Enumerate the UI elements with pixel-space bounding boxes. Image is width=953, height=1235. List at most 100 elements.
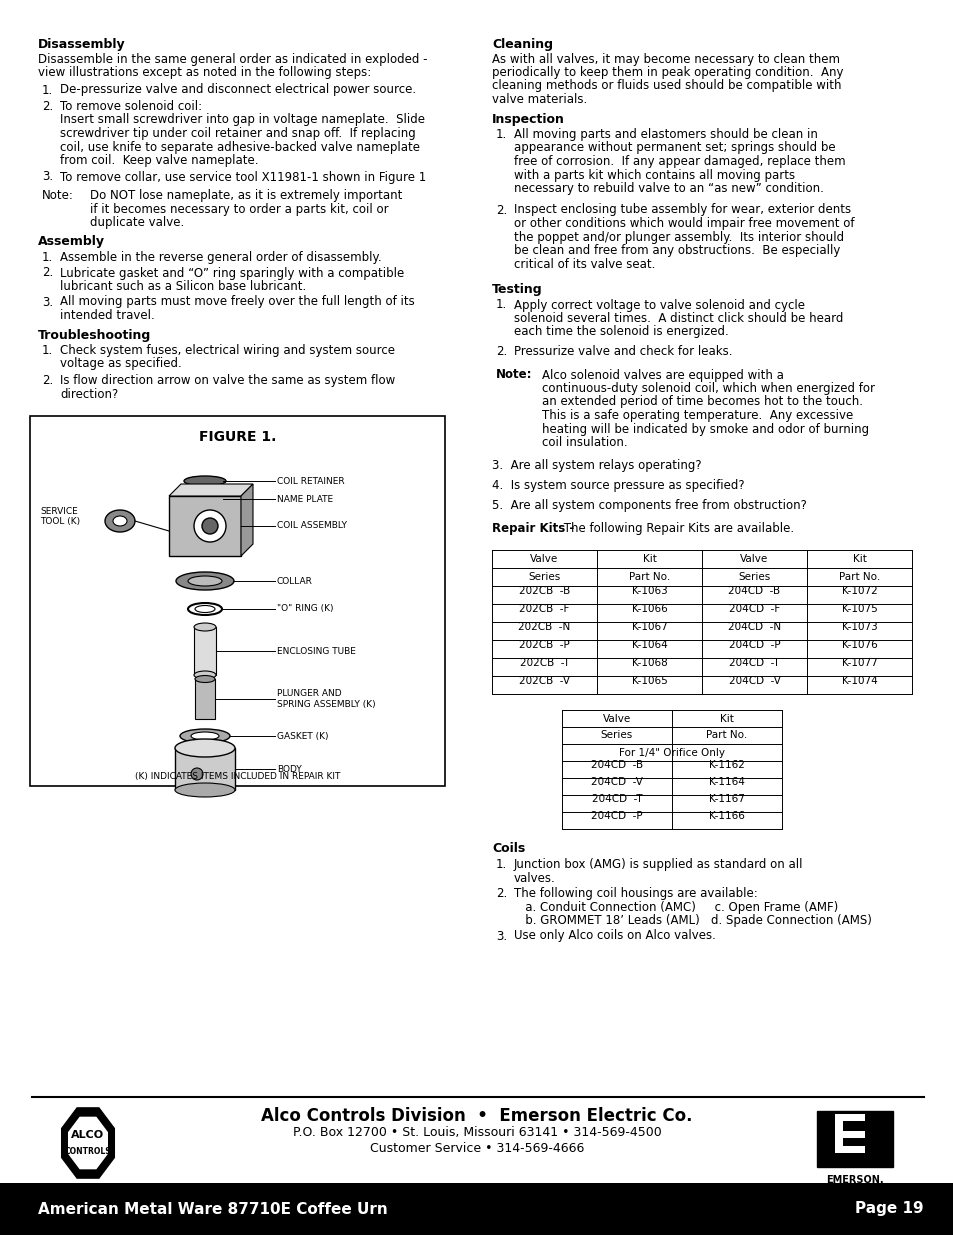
- Text: K-1075: K-1075: [841, 604, 877, 614]
- Bar: [834, 1146, 864, 1153]
- Text: from coil.  Keep valve nameplate.: from coil. Keep valve nameplate.: [60, 154, 258, 167]
- Text: Series: Series: [738, 572, 770, 582]
- Text: Disassembly: Disassembly: [38, 38, 126, 51]
- Text: Page 19: Page 19: [855, 1202, 923, 1216]
- Text: Part No.: Part No.: [628, 572, 669, 582]
- Text: Part No.: Part No.: [838, 572, 880, 582]
- Text: K-1066: K-1066: [631, 604, 667, 614]
- Text: NAME PLATE: NAME PLATE: [276, 494, 333, 504]
- Text: a. Conduit Connection (AMC)     c. Open Frame (AMF): a. Conduit Connection (AMC) c. Open Fram…: [514, 900, 838, 914]
- Text: coil, use knife to separate adhesive-backed valve nameplate: coil, use knife to separate adhesive-bac…: [60, 141, 419, 153]
- Text: Lubricate gasket and “O” ring sparingly with a compatible: Lubricate gasket and “O” ring sparingly …: [60, 267, 404, 279]
- Text: free of corrosion.  If any appear damaged, replace them: free of corrosion. If any appear damaged…: [514, 156, 844, 168]
- Text: 1.: 1.: [42, 345, 53, 357]
- Text: Disassemble in the same general order as indicated in exploded -: Disassemble in the same general order as…: [38, 53, 427, 65]
- Text: Assemble in the reverse general order of disassembly.: Assemble in the reverse general order of…: [60, 251, 381, 264]
- Text: CONTROLS: CONTROLS: [65, 1146, 112, 1156]
- Text: an extended period of time becomes hot to the touch.: an extended period of time becomes hot t…: [541, 395, 862, 409]
- Text: 204CD  -P: 204CD -P: [591, 811, 642, 821]
- Text: or other conditions which would impair free movement of: or other conditions which would impair f…: [514, 217, 854, 230]
- Text: Cleaning: Cleaning: [492, 38, 553, 51]
- Text: heating will be indicated by smoke and odor of burning: heating will be indicated by smoke and o…: [541, 422, 868, 436]
- Ellipse shape: [188, 603, 222, 615]
- Text: COIL ASSEMBLY: COIL ASSEMBLY: [276, 521, 347, 531]
- Text: 1.: 1.: [496, 128, 507, 141]
- Text: necessary to rebuild valve to an “as new” condition.: necessary to rebuild valve to an “as new…: [514, 182, 823, 195]
- Text: GASKET (K): GASKET (K): [276, 731, 328, 741]
- Text: K-1067: K-1067: [631, 621, 667, 631]
- Text: duplicate valve.: duplicate valve.: [90, 216, 184, 228]
- Bar: [834, 1116, 842, 1153]
- Text: Junction box (AMG) is supplied as standard on all: Junction box (AMG) is supplied as standa…: [514, 858, 802, 871]
- Text: valves.: valves.: [514, 872, 556, 884]
- Text: Repair Kits -: Repair Kits -: [492, 522, 574, 535]
- Text: 3.: 3.: [42, 170, 53, 184]
- Text: PLUNGER AND
SPRING ASSEMBLY (K): PLUNGER AND SPRING ASSEMBLY (K): [276, 689, 375, 709]
- Text: Alco Controls Division  •  Emerson Electric Co.: Alco Controls Division • Emerson Electri…: [261, 1107, 692, 1125]
- Text: P.O. Box 12700 • St. Louis, Missouri 63141 • 314-569-4500: P.O. Box 12700 • St. Louis, Missouri 631…: [293, 1126, 660, 1139]
- Ellipse shape: [193, 671, 215, 679]
- Text: "O" RING (K): "O" RING (K): [276, 604, 334, 614]
- Text: 1.: 1.: [42, 251, 53, 264]
- Text: 204CD  -T: 204CD -T: [591, 794, 641, 804]
- Ellipse shape: [194, 676, 214, 683]
- Ellipse shape: [184, 475, 226, 487]
- Text: critical of its valve seat.: critical of its valve seat.: [514, 258, 655, 270]
- Text: 2.: 2.: [42, 267, 53, 279]
- Text: 1.: 1.: [496, 858, 507, 871]
- Text: 202CB  -T: 202CB -T: [519, 657, 569, 667]
- Bar: [185, 495, 225, 503]
- Circle shape: [193, 510, 226, 542]
- Text: The following coil housings are available:: The following coil housings are availabl…: [514, 887, 757, 900]
- Text: Series: Series: [600, 730, 633, 741]
- Text: 204CD  -N: 204CD -N: [727, 621, 781, 631]
- Bar: [0, 1183, 953, 1235]
- Bar: [834, 1114, 864, 1121]
- Text: 2.: 2.: [496, 204, 507, 216]
- Bar: [30, 416, 444, 785]
- Circle shape: [191, 768, 203, 781]
- Text: Kit: Kit: [642, 553, 656, 563]
- Text: 202CB  -P: 202CB -P: [518, 640, 569, 650]
- Text: Is flow direction arrow on valve the same as system flow: Is flow direction arrow on valve the sam…: [60, 374, 395, 387]
- Bar: [194, 679, 214, 719]
- Text: solenoid several times.  A distinct click should be heard: solenoid several times. A distinct click…: [514, 312, 842, 325]
- Text: (K) INDICATES ITEMS INCLUDED IN REPAIR KIT: (K) INDICATES ITEMS INCLUDED IN REPAIR K…: [134, 773, 340, 782]
- Ellipse shape: [193, 622, 215, 631]
- Text: each time the solenoid is energized.: each time the solenoid is energized.: [514, 326, 728, 338]
- Text: ALCO: ALCO: [71, 1130, 105, 1140]
- Text: Valve: Valve: [602, 714, 631, 724]
- Polygon shape: [62, 1108, 114, 1178]
- Text: K-1166: K-1166: [708, 811, 744, 821]
- Text: American Metal Ware 87710E Coffee Urn: American Metal Ware 87710E Coffee Urn: [38, 1202, 387, 1216]
- Text: 202CB  -V: 202CB -V: [518, 676, 569, 685]
- Text: 2.: 2.: [42, 100, 53, 112]
- Text: Use only Alco coils on Alco valves.: Use only Alco coils on Alco valves.: [514, 930, 715, 942]
- Text: Insert small screwdriver into gap in voltage nameplate.  Slide: Insert small screwdriver into gap in vol…: [60, 114, 424, 126]
- Text: BODY: BODY: [276, 764, 301, 773]
- Bar: [816, 1112, 892, 1167]
- Text: continuous-duty solenoid coil, which when energized for: continuous-duty solenoid coil, which whe…: [541, 382, 874, 395]
- Text: Testing: Testing: [492, 283, 542, 296]
- Text: The following Repair Kits are available.: The following Repair Kits are available.: [559, 522, 793, 535]
- Text: COIL RETAINER: COIL RETAINER: [276, 477, 344, 485]
- Text: For 1/4" Orifice Only: For 1/4" Orifice Only: [618, 747, 724, 757]
- Text: EMERSON.: EMERSON.: [825, 1174, 882, 1186]
- Text: 204CD  -P: 204CD -P: [728, 640, 780, 650]
- Ellipse shape: [175, 572, 233, 590]
- Text: the poppet and/or plunger assembly.  Its interior should: the poppet and/or plunger assembly. Its …: [514, 231, 843, 243]
- Text: FIGURE 1.: FIGURE 1.: [198, 430, 276, 445]
- Text: As with all valves, it may become necessary to clean them: As with all valves, it may become necess…: [492, 53, 840, 65]
- Text: 202CB  -F: 202CB -F: [518, 604, 569, 614]
- Text: K-1074: K-1074: [841, 676, 877, 685]
- Text: Pressurize valve and check for leaks.: Pressurize valve and check for leaks.: [514, 345, 732, 358]
- Text: screwdriver tip under coil retainer and snap off.  If replacing: screwdriver tip under coil retainer and …: [60, 127, 416, 140]
- Ellipse shape: [194, 605, 214, 613]
- Text: 204CD  -T: 204CD -T: [728, 657, 779, 667]
- Text: Kit: Kit: [852, 553, 865, 563]
- Text: Part No.: Part No.: [705, 730, 747, 741]
- Polygon shape: [69, 1118, 107, 1168]
- Text: Note:: Note:: [42, 189, 73, 203]
- Text: with a parts kit which contains all moving parts: with a parts kit which contains all movi…: [514, 168, 794, 182]
- Text: 3.: 3.: [42, 295, 53, 309]
